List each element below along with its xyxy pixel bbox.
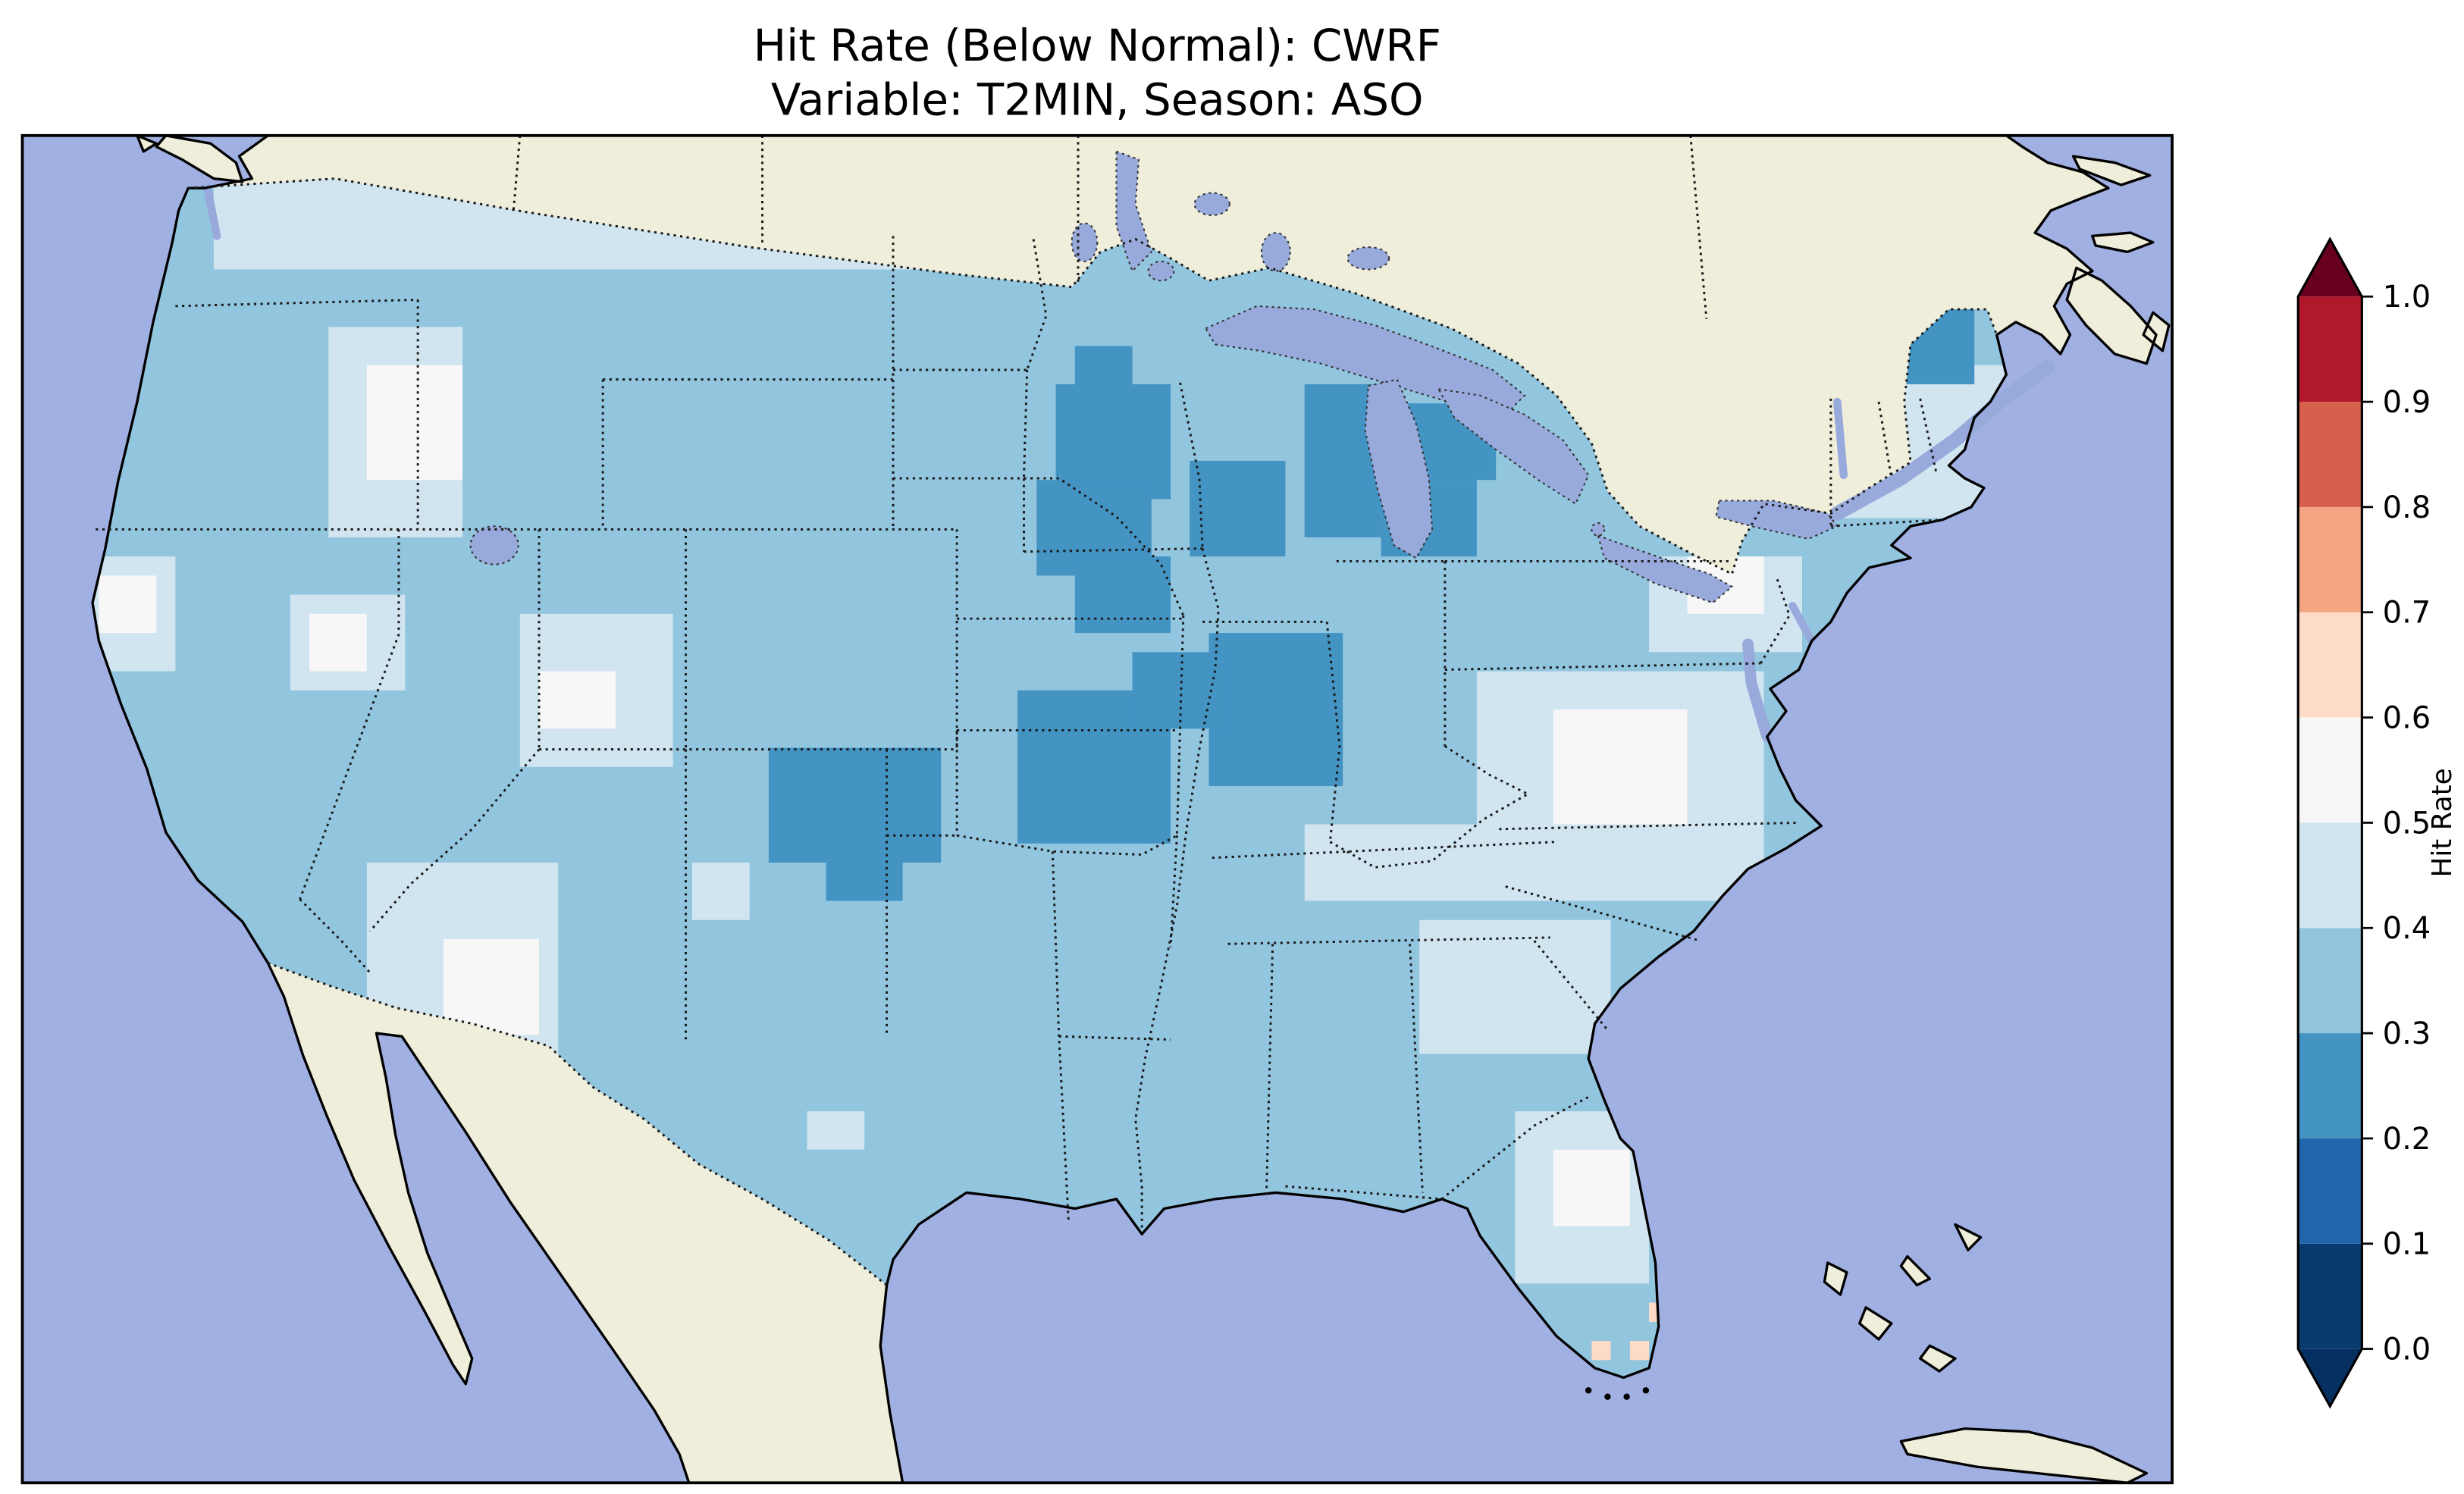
puget-sound xyxy=(203,183,221,240)
map-frame xyxy=(20,133,2174,1485)
lake-ontario xyxy=(1715,500,1839,540)
st-lawrence-river xyxy=(1829,359,2055,521)
colorbar-tick-label: 0.9 xyxy=(2383,385,2431,420)
state-and-country-borders xyxy=(96,135,1998,1286)
lake-manitoba xyxy=(1071,222,1099,263)
canadian-lake xyxy=(1346,246,1390,271)
colorbar-over-arrow xyxy=(2298,239,2362,297)
colorbar-bin xyxy=(2298,506,2362,612)
figure-title-line1: Hit Rate (Below Normal): CWRF xyxy=(754,20,1441,71)
great-salt-lake xyxy=(469,525,519,565)
rivers-and-bays xyxy=(203,183,2055,743)
hit-rate-cells xyxy=(1553,709,1688,825)
us-canada-border xyxy=(188,177,1998,576)
hit-rate-cells xyxy=(1553,1149,1630,1226)
colorbar: 1.0 0.9 0.8 0.7 0.6 0.5 0.4 0.3 0.2 0.1 0.0 Hit Ra… xyxy=(2296,236,2458,1409)
colorbar-bin xyxy=(2298,717,2362,823)
hit-rate-cells xyxy=(1629,1341,1650,1361)
colorbar-tick-label: 0.5 xyxy=(2383,806,2431,841)
hit-rate-cells xyxy=(826,863,903,901)
lake-of-the-woods xyxy=(1147,260,1175,282)
colorbar-ticks: 1.0 0.9 0.8 0.7 0.6 0.5 0.4 0.3 0.2 0.1 0.0 xyxy=(2362,280,2431,1367)
lake-huron xyxy=(1437,387,1590,506)
colorbar-bin xyxy=(2298,928,2362,1034)
florida-keys xyxy=(1585,1387,1650,1400)
colorbar-tick-label: 0.6 xyxy=(2383,701,2431,736)
hit-rate-cells xyxy=(807,1111,865,1150)
hit-rate-cells xyxy=(443,938,540,1035)
hit-rate-cells xyxy=(99,575,157,634)
colorbar-bin xyxy=(2298,1243,2362,1349)
hit-rate-cells xyxy=(1304,824,1497,901)
colorbar-under-arrow xyxy=(2298,1348,2362,1407)
lake-erie xyxy=(1597,534,1734,604)
hit-rate-cells xyxy=(691,863,750,920)
colorbar-bin xyxy=(2298,612,2362,718)
hit-rate-cells xyxy=(309,613,367,672)
us-mexico-border xyxy=(267,962,888,1286)
chesapeake-bay xyxy=(1742,638,1773,743)
colorbar-label: Hit Rate xyxy=(2427,768,2458,877)
colorbar-tick-label: 0.7 xyxy=(2383,596,2431,631)
hit-rate-cells xyxy=(1591,1341,1611,1361)
colorbar-tick-label: 0.4 xyxy=(2383,911,2431,946)
hit-rate-cells xyxy=(1208,633,1343,787)
colorbar-tick-label: 0.0 xyxy=(2383,1333,2431,1367)
lake-nipigon xyxy=(1260,232,1291,272)
colorbar-bin xyxy=(2298,822,2362,929)
canadian-lake xyxy=(1193,192,1230,217)
colorbar-tick-label: 0.1 xyxy=(2383,1227,2431,1262)
colorbar-tick-label: 0.3 xyxy=(2383,1016,2431,1051)
colorbar-bin xyxy=(2298,402,2362,507)
colorbar-bin xyxy=(2298,296,2362,402)
colorbar-tick-label: 0.8 xyxy=(2383,490,2431,525)
colorbar-bins xyxy=(2298,239,2362,1407)
hit-rate-cells xyxy=(1419,919,1611,1054)
lake-champlain xyxy=(1833,397,1848,480)
colorbar-bin xyxy=(2298,1138,2362,1244)
lake-st-clair xyxy=(1591,521,1606,537)
delaware-bay xyxy=(1788,602,1816,645)
colorbar-bin xyxy=(2298,1033,2362,1139)
hit-rate-cells xyxy=(366,365,463,481)
figure-title-line2: Variable: T2MIN, Season: ASO xyxy=(771,74,1424,125)
colorbar-tick-label: 1.0 xyxy=(2383,280,2431,315)
hit-rate-cells xyxy=(1132,652,1228,729)
colorbar-tick-label: 0.2 xyxy=(2383,1122,2431,1157)
lakes xyxy=(469,150,1839,604)
hit-rate-cells xyxy=(1074,556,1171,634)
lake-winnipeg xyxy=(1115,150,1152,273)
hit-rate-cells xyxy=(1190,460,1286,557)
lake-michigan xyxy=(1364,378,1434,559)
hit-rate-cells xyxy=(768,747,942,863)
map-axes xyxy=(22,135,2173,1483)
hit-rate-cells xyxy=(539,671,616,729)
lake-superior xyxy=(1204,305,1526,416)
